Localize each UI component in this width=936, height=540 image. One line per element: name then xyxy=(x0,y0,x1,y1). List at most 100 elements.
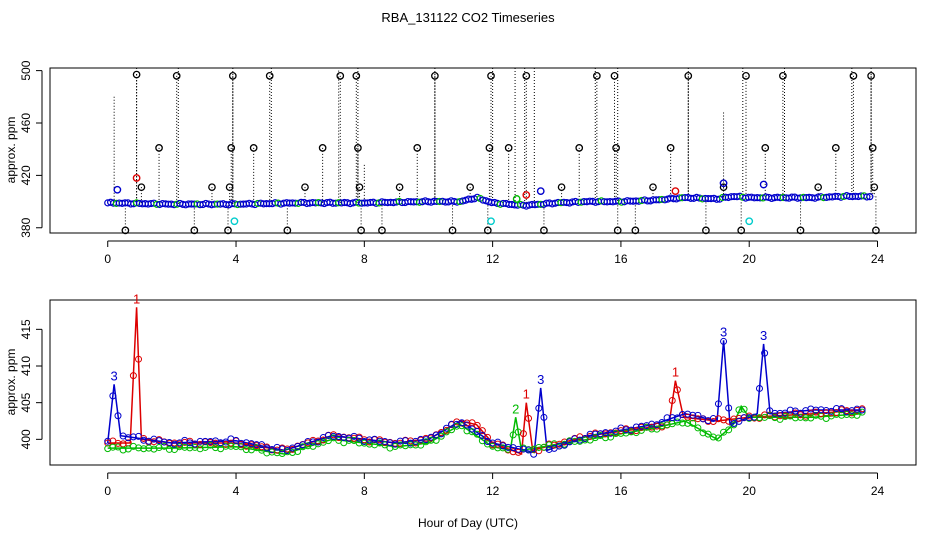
baseline-point xyxy=(866,193,874,201)
outlier-point xyxy=(301,183,309,192)
outlier-point xyxy=(849,72,858,80)
bottom-y-tick-label: 410 xyxy=(19,356,33,376)
series-point-2 xyxy=(714,434,722,442)
top-x-tick-label: 20 xyxy=(743,252,757,266)
outlier-point xyxy=(224,226,232,235)
bottom-x-tick-label: 20 xyxy=(743,484,757,498)
outlier-point xyxy=(504,144,513,152)
outlier-point xyxy=(355,183,364,192)
series-point-3 xyxy=(381,437,389,445)
series-point-2 xyxy=(694,424,702,432)
series-point-3 xyxy=(668,414,676,422)
series-point-3 xyxy=(155,437,163,445)
series-point-2 xyxy=(140,445,148,453)
series-point-2 xyxy=(391,442,399,450)
series-point-3 xyxy=(514,445,522,453)
series-point-2 xyxy=(735,406,743,414)
colored-point-green xyxy=(512,195,521,203)
series-point-2 xyxy=(602,434,610,442)
bottom-plot-frame xyxy=(49,299,917,466)
series-point-3 xyxy=(817,406,825,414)
top-y-tick-label: 380 xyxy=(19,217,33,237)
series-point-2 xyxy=(535,443,543,451)
series-point-3 xyxy=(340,434,348,442)
series-point-2 xyxy=(478,437,486,445)
x-axis-label: Hour of Day (UTC) xyxy=(418,516,518,530)
outlier-point xyxy=(870,183,879,192)
outlier-point xyxy=(336,72,345,80)
series-point-2 xyxy=(679,419,687,427)
peak-marker-1: 1 xyxy=(523,387,530,402)
series-point-3 xyxy=(843,408,851,416)
series-point-3 xyxy=(124,434,132,442)
series-point-1 xyxy=(673,386,681,394)
series-point-2 xyxy=(607,433,615,441)
series-point-1 xyxy=(535,447,543,455)
bottom-y-tick-label: 415 xyxy=(19,319,33,339)
series-point-3 xyxy=(709,415,717,423)
top-y-tick-label: 460 xyxy=(19,113,33,133)
outlier-point xyxy=(483,226,492,235)
series-point-1 xyxy=(114,439,122,447)
colored-point-cyan xyxy=(487,217,495,226)
series-point-3 xyxy=(386,439,394,447)
peak-marker-3: 3 xyxy=(537,372,544,387)
series-point-2 xyxy=(802,414,810,422)
series-point-3 xyxy=(104,437,112,445)
series-point-1 xyxy=(319,436,327,444)
series-point-3 xyxy=(150,435,158,443)
series-point-2 xyxy=(170,446,178,454)
series-point-3 xyxy=(114,412,122,420)
series-point-2 xyxy=(725,426,733,434)
series-point-2 xyxy=(797,413,805,421)
series-point-2 xyxy=(114,443,122,451)
series-point-3 xyxy=(545,445,553,453)
bottom-x-tick-label: 24 xyxy=(871,484,885,498)
outlier-point xyxy=(779,72,787,80)
series-point-3 xyxy=(335,433,343,441)
outlier-point xyxy=(431,72,439,80)
series-point-3 xyxy=(519,445,527,453)
series-point-3 xyxy=(725,404,733,412)
outlier-point xyxy=(208,183,216,192)
outlier-point xyxy=(666,144,675,152)
series-point-2 xyxy=(109,443,117,451)
series-point-3 xyxy=(602,429,610,437)
peak-marker-2: 2 xyxy=(512,401,519,416)
outlier-point xyxy=(227,144,236,152)
series-point-3 xyxy=(689,411,697,419)
peak-marker-3: 3 xyxy=(111,368,118,383)
series-point-2 xyxy=(222,442,230,450)
series-point-3 xyxy=(330,432,338,440)
outlier-point xyxy=(466,183,475,192)
series-point-1 xyxy=(694,415,702,423)
series-point-3 xyxy=(560,441,568,449)
series-point-3 xyxy=(186,439,194,447)
series-point-3 xyxy=(376,437,384,445)
series-point-3 xyxy=(832,405,840,413)
top-x-tick-label: 16 xyxy=(614,252,628,266)
series-point-2 xyxy=(304,442,312,450)
series-point-3 xyxy=(396,437,404,445)
peak-marker-3: 3 xyxy=(760,328,767,343)
series-point-3 xyxy=(632,423,640,431)
outlier-point xyxy=(121,226,130,235)
top-x-tick-label: 0 xyxy=(104,252,111,266)
series-point-2 xyxy=(571,437,579,445)
outlier-point xyxy=(318,144,327,152)
series-point-3 xyxy=(714,400,722,408)
peak-marker-1: 1 xyxy=(672,365,679,380)
series-point-2 xyxy=(176,443,184,451)
bottom-x-tick-label: 16 xyxy=(614,484,628,498)
series-point-2 xyxy=(242,446,250,454)
outlier-point xyxy=(761,144,770,152)
series-point-3 xyxy=(222,438,230,446)
series-point-1 xyxy=(135,355,143,363)
colored-point-blue xyxy=(719,179,728,188)
peak-marker-3: 3 xyxy=(720,324,727,339)
series-point-3 xyxy=(786,406,794,414)
outlier-point xyxy=(225,183,234,192)
outlier-point xyxy=(631,226,640,235)
series-point-3 xyxy=(109,392,117,400)
outlier-point xyxy=(684,72,693,80)
